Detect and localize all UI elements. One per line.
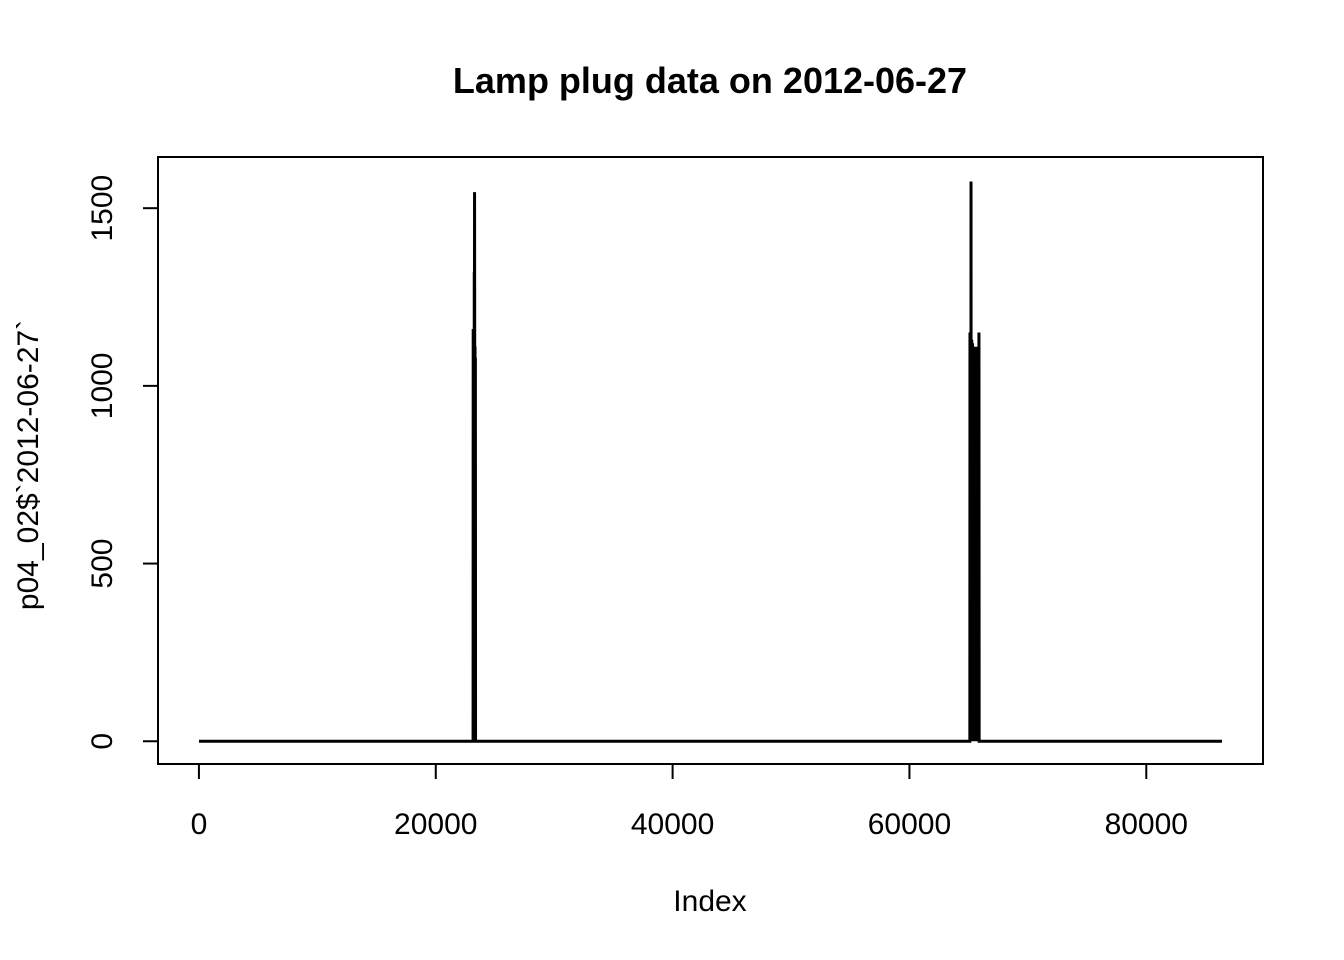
y-tick-label: 500 bbox=[86, 539, 119, 589]
y-tick-label: 1000 bbox=[86, 352, 119, 419]
x-tick-label: 20000 bbox=[394, 808, 477, 841]
x-axis: 0 20000 40000 60000 80000 bbox=[191, 763, 1188, 841]
y-tick-label: 1500 bbox=[86, 175, 119, 242]
y-axis: 0 500 1000 1500 bbox=[86, 175, 159, 750]
series-line-0 bbox=[198, 181, 1223, 743]
plot-frame bbox=[157, 156, 1264, 765]
x-tick-label: 60000 bbox=[868, 808, 951, 841]
chart-title: Lamp plug data on 2012-06-27 bbox=[453, 60, 967, 101]
y-tick-label: 0 bbox=[86, 733, 119, 750]
x-tick-label: 40000 bbox=[631, 808, 714, 841]
x-tick-label: 80000 bbox=[1105, 808, 1188, 841]
y-axis-label: p04_02$`2012-06-27` bbox=[12, 320, 45, 610]
series-layer bbox=[198, 181, 1223, 743]
x-axis-label: Index bbox=[673, 885, 746, 918]
x-tick-label: 0 bbox=[191, 808, 208, 841]
